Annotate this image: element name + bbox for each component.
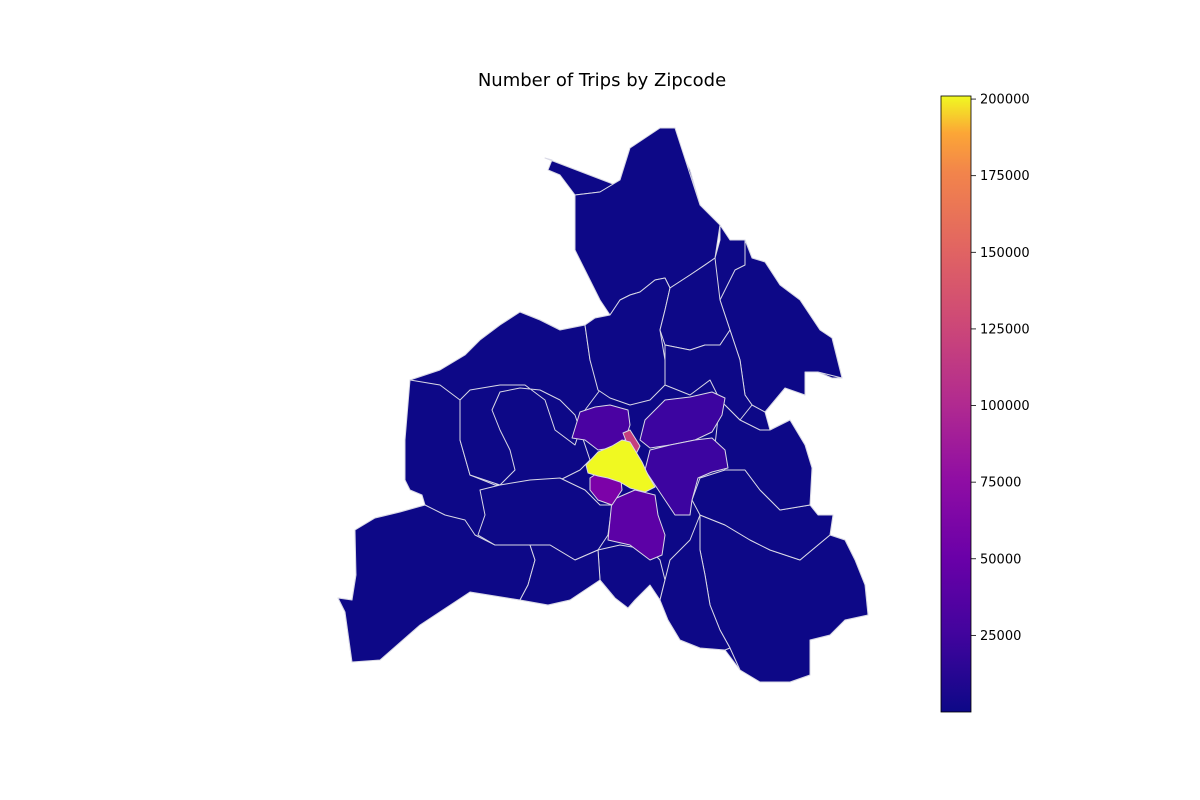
zipcode-region-north-mid [571,404,631,451]
colorbar: 25000 50000 75000 100000 125000 150000 175000 2… [940,93,1030,713]
zipcode-region-south-east-center [659,514,731,651]
colorbar-tick-label: 75000 [980,476,1021,491]
colorbar-tick-label: 25000 [980,629,1021,644]
colorbar-tick-label: 125000 [980,322,1030,337]
zipcode-region-east-mid [644,437,729,516]
colorbar-tick-label: 150000 [980,246,1030,261]
colorbar-tick-label: 50000 [980,552,1021,567]
zipcode-regions [337,127,869,683]
colorbar-tick-label: 100000 [980,399,1030,414]
zipcode-region-north-center [584,277,671,406]
zipcode-region-east-north [664,329,753,421]
zipcode-region-east-2 [714,399,813,511]
colorbar-ticks: 25000 50000 75000 100000 125000 150000 175000 2… [971,93,1030,644]
zipcode-region-west-loop [459,384,581,486]
zipcode-region-northeast-mid [639,391,726,449]
zipcode-region-south-west-center [477,477,613,561]
zipcode-region-south-west-2 [519,544,601,606]
zipcode-region-downtown [585,439,656,493]
colorbar-tick-label: 200000 [980,93,1030,108]
map-title: Number of Trips by Zipcode [477,70,727,91]
colorbar-gradient [940,95,972,713]
colorbar-tick-label: 175000 [980,169,1030,184]
